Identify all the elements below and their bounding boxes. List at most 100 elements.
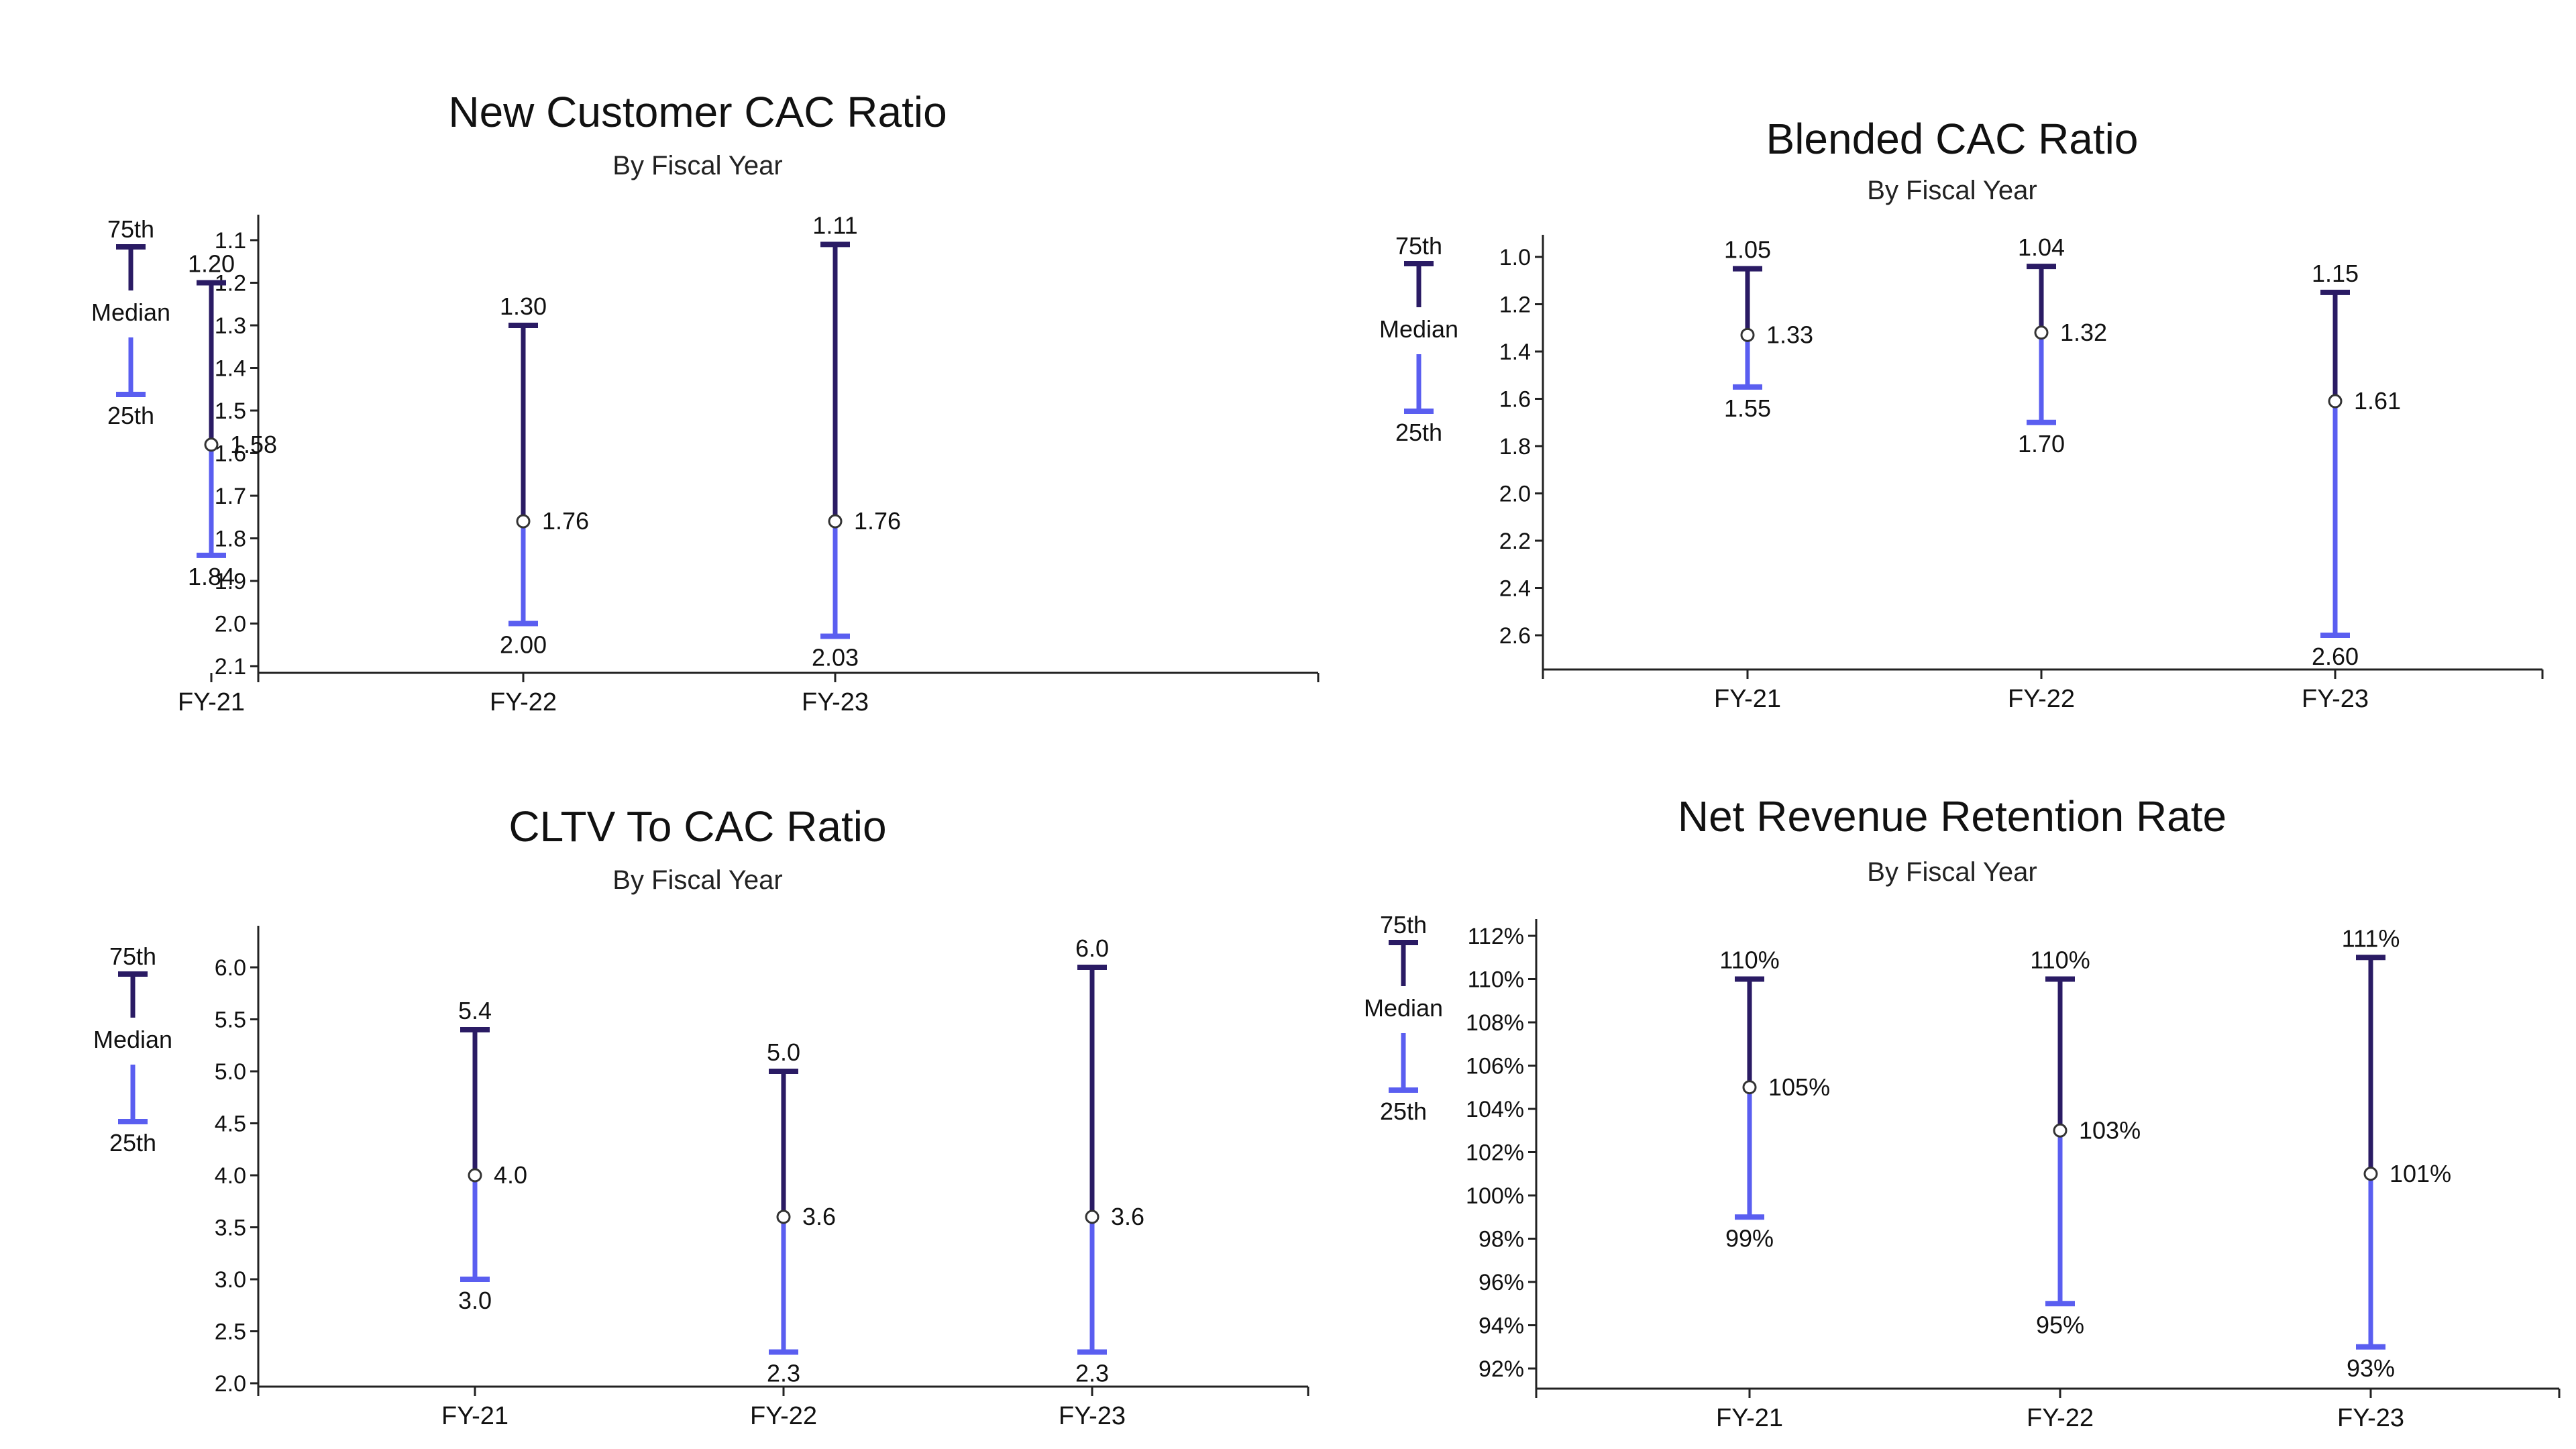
legend-p25-label: 25th [107, 402, 154, 429]
y-tick-label: 108% [1466, 1010, 1524, 1036]
y-tick-label: 1.8 [1499, 434, 1531, 460]
legend-p25-label: 25th [1380, 1097, 1427, 1125]
legend-median-label: Median [1364, 994, 1443, 1022]
chart-svg: 92% 94% 96% 98% 100% 102% 104% 106% 108% 110% 112%… [1364, 911, 2561, 1432]
y-tick-label: 1.2 [1499, 292, 1531, 318]
y-tick-label: 1.4 [215, 356, 246, 382]
chart-svg: 2.0 2.5 3.0 3.5 4.0 4.5 5.0 5.5 6.0 FY-21 5.4 3.0 4.… [93, 926, 1309, 1430]
median-point [776, 1210, 791, 1224]
median-point [468, 1168, 482, 1183]
p25-value-label: 1.55 [1724, 394, 1771, 422]
p25-value-label: 3.0 [458, 1287, 492, 1314]
p25-value-label: 99% [1725, 1224, 1774, 1252]
x-tick-label: FY-22 [750, 1402, 817, 1430]
chart-panel-cltv-to-cac: CLTV To CAC Ratio By Fiscal Year 2.0 2.5 3… [67, 792, 1328, 1436]
median-point [204, 437, 219, 452]
p75-value-label: 110% [2030, 947, 2090, 974]
median-value-label: 1.33 [1766, 321, 1813, 348]
y-tick-label: 98% [1479, 1227, 1524, 1252]
y-tick-label: 1.6 [215, 441, 246, 467]
y-tick-label: 5.0 [215, 1059, 246, 1085]
y-tick-label: 3.5 [215, 1216, 246, 1241]
y-tick-label: 1.7 [215, 484, 246, 509]
y-tick-label: 2.2 [1499, 529, 1531, 554]
median-value-label: 3.6 [1111, 1203, 1144, 1230]
median-value-label: 1.76 [542, 507, 589, 535]
y-tick-label: 106% [1466, 1054, 1524, 1079]
p25-value-label: 2.3 [767, 1360, 800, 1387]
y-tick-label: 4.0 [215, 1163, 246, 1189]
y-tick-label: 2.0 [215, 612, 246, 637]
x-tick-label: FY-23 [802, 688, 869, 716]
y-tick-label: 102% [1466, 1140, 1524, 1166]
median-value-label: 103% [2079, 1116, 2141, 1144]
y-tick-label: 1.4 [1499, 339, 1531, 365]
p75-value-label: 5.4 [458, 997, 492, 1024]
y-tick-label: 104% [1466, 1097, 1524, 1122]
y-tick-label: 3.0 [215, 1267, 246, 1293]
median-point [828, 514, 843, 529]
y-tick-label: 1.9 [215, 569, 246, 594]
chart-subtitle: By Fiscal Year [612, 865, 783, 895]
p75-value-label: 1.15 [2312, 260, 2359, 287]
legend-p75-label: 75th [109, 943, 156, 970]
median-point [2363, 1167, 2378, 1181]
x-tick-label: FY-22 [490, 688, 557, 716]
x-tick-label: FY-21 [178, 688, 245, 716]
p25-value-label: 2.60 [2312, 643, 2359, 670]
y-tick-label: 6.0 [215, 955, 246, 981]
chart-subtitle: By Fiscal Year [1867, 857, 2037, 887]
p75-value-label: 6.0 [1075, 934, 1109, 962]
chart-title: Blended CAC Ratio [1766, 115, 2139, 163]
median-point [1085, 1210, 1099, 1224]
y-tick-label: 96% [1479, 1270, 1524, 1295]
legend-p25-label: 25th [109, 1129, 156, 1157]
chart-title: Net Revenue Retention Rate [1677, 792, 2227, 841]
y-tick-label: 1.3 [215, 313, 246, 339]
chart-svg: 1.0 1.2 1.4 1.6 1.8 2.0 2.2 2.4 2.6 FY-21 1.05 1.55… [1379, 232, 2544, 713]
legend-median-label: Median [93, 1026, 172, 1053]
y-tick-label: 94% [1479, 1313, 1524, 1339]
legend-p75-label: 75th [1395, 232, 1442, 260]
p75-value-label: 1.05 [1724, 236, 1771, 264]
p75-value-label: 1.20 [188, 250, 235, 278]
median-value-label: 1.61 [2354, 387, 2401, 415]
median-value-label: 1.58 [230, 431, 277, 458]
legend-p25-label: 25th [1395, 419, 1442, 446]
median-value-label: 3.6 [802, 1203, 836, 1230]
y-tick-label: 1.0 [1499, 245, 1531, 270]
y-tick-label: 1.6 [1499, 387, 1531, 413]
p25-value-label: 2.03 [812, 644, 859, 672]
median-point [1742, 1080, 1757, 1095]
p75-value-label: 1.04 [2018, 233, 2065, 261]
chart-panel-new-customer-cac: New Customer CAC Ratio By Fiscal Year 1.… [67, 74, 1328, 716]
legend-median-label: Median [91, 299, 170, 326]
median-point [2034, 325, 2049, 340]
p25-value-label: 1.70 [2018, 430, 2065, 458]
p25-value-label: 2.3 [1075, 1360, 1109, 1387]
legend-median-label: Median [1379, 315, 1458, 343]
legend-p75-label: 75th [107, 215, 154, 243]
p25-value-label: 93% [2347, 1354, 2395, 1382]
chart-svg: 1.11.21.31.41.51.61.71.81.92.02.1FY-211.… [91, 211, 1320, 716]
y-tick-label: 2.5 [215, 1320, 246, 1345]
median-point [2053, 1123, 2068, 1138]
median-point [2328, 394, 2343, 409]
y-tick-label: 2.1 [215, 654, 246, 680]
y-tick-label: 2.6 [1499, 623, 1531, 649]
x-tick-label: FY-21 [1716, 1404, 1783, 1432]
chart-title: CLTV To CAC Ratio [508, 802, 887, 851]
chart-panel-blended-cac: Blended CAC Ratio By Fiscal Year 1.0 1.2 1… [1328, 101, 2576, 713]
y-tick-label: 110% [1468, 967, 1524, 993]
median-value-label: 1.76 [854, 507, 901, 535]
y-tick-label: 4.5 [215, 1112, 246, 1137]
chart-subtitle: By Fiscal Year [1867, 176, 2037, 205]
x-tick-label: FY-23 [1059, 1402, 1126, 1430]
chart-panel-net-revenue-retention: Net Revenue Retention Rate By Fiscal Yea… [1328, 785, 2576, 1436]
median-value-label: 4.0 [494, 1161, 527, 1189]
p25-value-label: 1.84 [188, 563, 235, 590]
median-value-label: 105% [1768, 1073, 1830, 1101]
y-tick-label: 2.0 [1499, 482, 1531, 507]
x-tick-label: FY-23 [2302, 685, 2369, 713]
p75-value-label: 5.0 [767, 1038, 800, 1066]
